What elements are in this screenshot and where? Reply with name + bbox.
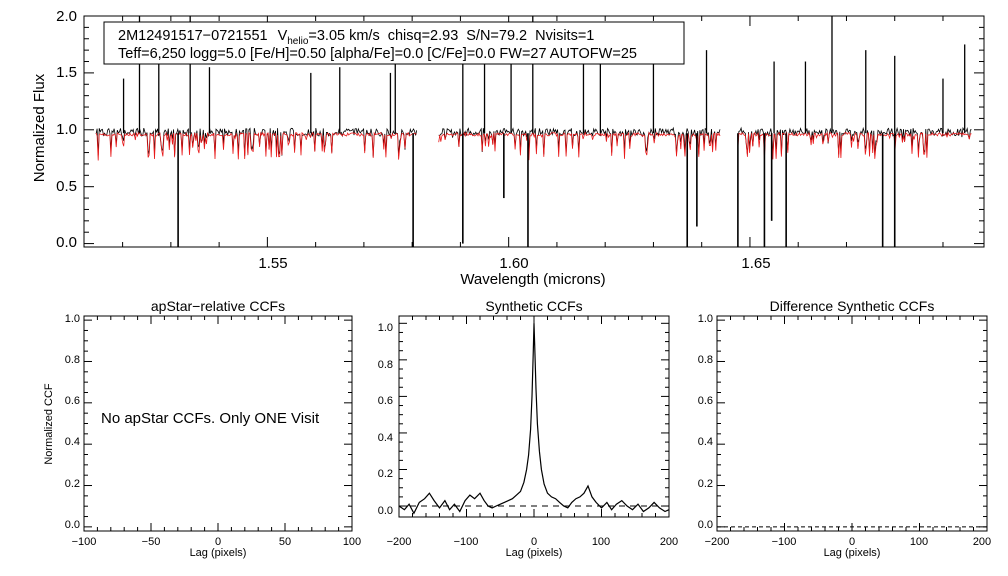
apstar-ccf-ytick: 0.6 [65, 395, 80, 407]
apstar-ccf-ylabel: Normalized CCF [43, 383, 55, 465]
synthetic-ccf-panel: Synthetic CCFs 0.0 0.2 0.4 0.6 0.8 1.0 −… [378, 298, 678, 559]
observed-spectrum-line [95, 127, 418, 157]
stellar-params: Teff=6,250 logg=5.0 [Fe/H]=0.50 [alpha/F… [118, 46, 637, 62]
difference-ccf-xtick: 200 [973, 536, 991, 548]
apstar-ccf-ytick: 0.2 [65, 478, 80, 490]
spectrum-axis-ticks [84, 15, 984, 247]
spectrum-ytick: 1.5 [56, 64, 77, 81]
difference-ccf-xlabel: Lag (pixels) [824, 547, 881, 559]
difference-ccf-ytick: 0.4 [698, 436, 713, 448]
apstar-ccf-xtick: −100 [72, 536, 97, 548]
synthetic-ccf-ytick: 0.6 [378, 395, 393, 407]
apstar-ccf-panel: apStar−relative CCFs 0.0 0.2 0.4 0.6 0.8… [43, 298, 361, 559]
difference-ccf-ticks [716, 316, 988, 531]
difference-ccf-xtick: −100 [772, 536, 797, 548]
apstar-ccf-ytick: 0.4 [65, 436, 80, 448]
spectrum-ylabel: Normalized Flux [31, 73, 48, 182]
difference-ccf-xtick: 100 [910, 536, 928, 548]
apstar-ccf-xtick: 0 [215, 536, 221, 548]
difference-ccf-xtick: −200 [705, 536, 730, 548]
spectrum-ytick: 0.0 [56, 234, 77, 251]
apstar-ccf-ytick: 1.0 [65, 313, 80, 325]
spectrum-xtick: 1.65 [741, 255, 770, 272]
spectrum-traces [95, 16, 972, 247]
apstar-ccf-ytick: 0.8 [65, 354, 80, 366]
apstar-ccf-xlabel: Lag (pixels) [190, 547, 247, 559]
apstar-ccf-xtick: −50 [142, 536, 161, 548]
synthetic-ccf-ytick: 0.2 [378, 468, 393, 480]
synthetic-ccf-ytick: 0.8 [378, 359, 393, 371]
synthetic-ccf-xtick: 0 [531, 536, 537, 548]
synthetic-ccf-title: Synthetic CCFs [485, 298, 582, 314]
difference-ccf-ytick: 0.0 [698, 519, 713, 531]
synthetic-ccf-ytick: 0.4 [378, 432, 393, 444]
synthetic-ccf-xtick: 100 [592, 536, 610, 548]
spectrum-panel: 0.0 0.5 1.0 1.5 2.0 1.55 1.60 1.65 Wavel… [31, 8, 985, 288]
spectrum-annotation-box: 2M12491517−0721551 Vhelio=3.05 km/s chisq=… [103, 21, 685, 65]
synthetic-ccf-xtick: −100 [454, 536, 479, 548]
difference-ccf-ytick: 0.8 [698, 354, 713, 366]
difference-ccf-frame [716, 315, 988, 532]
synthetic-ccf-xtick: 200 [660, 536, 678, 548]
synthetic-ccf-xtick: −200 [387, 536, 412, 548]
model-spectrum-line [438, 131, 721, 161]
spectrum-ytick: 1.0 [56, 121, 77, 138]
star-id: 2M12491517−0721551 [118, 28, 268, 44]
synthetic-ccf-ticks [398, 316, 670, 517]
model-spectrum-line [95, 131, 417, 161]
synthetic-ccf-line [398, 323, 670, 515]
spectrum-xtick: 1.60 [499, 255, 528, 272]
synthetic-ccf-ytick: 0.0 [378, 505, 393, 517]
apstar-ccf-ytick: 0.0 [65, 519, 80, 531]
apstar-ccf-title: apStar−relative CCFs [151, 298, 285, 314]
difference-ccf-title: Difference Synthetic CCFs [770, 298, 935, 314]
spectrum-ytick: 0.5 [56, 178, 77, 195]
vhelio-subscript: helio [287, 36, 309, 47]
difference-ccf-ytick: 0.6 [698, 395, 713, 407]
difference-ccf-xtick: 0 [849, 536, 855, 548]
spectrum-xtick: 1.55 [258, 255, 287, 272]
annotation-line-1: 2M12491517−0721551 Vhelio=3.05 km/s chisq=… [118, 28, 594, 47]
apstar-ccf-xtick: 100 [343, 536, 361, 548]
difference-ccf-ytick: 1.0 [698, 313, 713, 325]
no-ccf-message: No apStar CCFs. Only ONE Visit [101, 410, 320, 427]
synthetic-ccf-traces [398, 323, 670, 515]
annotation-frame [103, 21, 685, 65]
vhelio-value: =3.05 km/s [308, 28, 379, 44]
nvisits-value: Nvisits=1 [535, 28, 594, 44]
spectrum-ytick: 2.0 [56, 8, 77, 25]
apstar-ccf-ticks [83, 316, 353, 531]
vhelio-label: V [278, 28, 288, 44]
difference-ccf-ytick: 0.2 [698, 478, 713, 490]
apstar-ccf-xtick: 50 [279, 536, 291, 548]
difference-ccf-panel: Difference Synthetic CCFs 0.0 0.2 0.4 0.… [698, 298, 991, 559]
spectrum-frame [83, 15, 985, 248]
chisq-value: chisq=2.93 [388, 28, 459, 44]
model-spectrum-line [737, 131, 972, 161]
synthetic-ccf-xlabel: Lag (pixels) [506, 547, 563, 559]
snr-value: S/N=79.2 [466, 28, 527, 44]
synthetic-ccf-ytick: 1.0 [378, 322, 393, 334]
spectrum-xlabel: Wavelength (microns) [460, 271, 605, 288]
